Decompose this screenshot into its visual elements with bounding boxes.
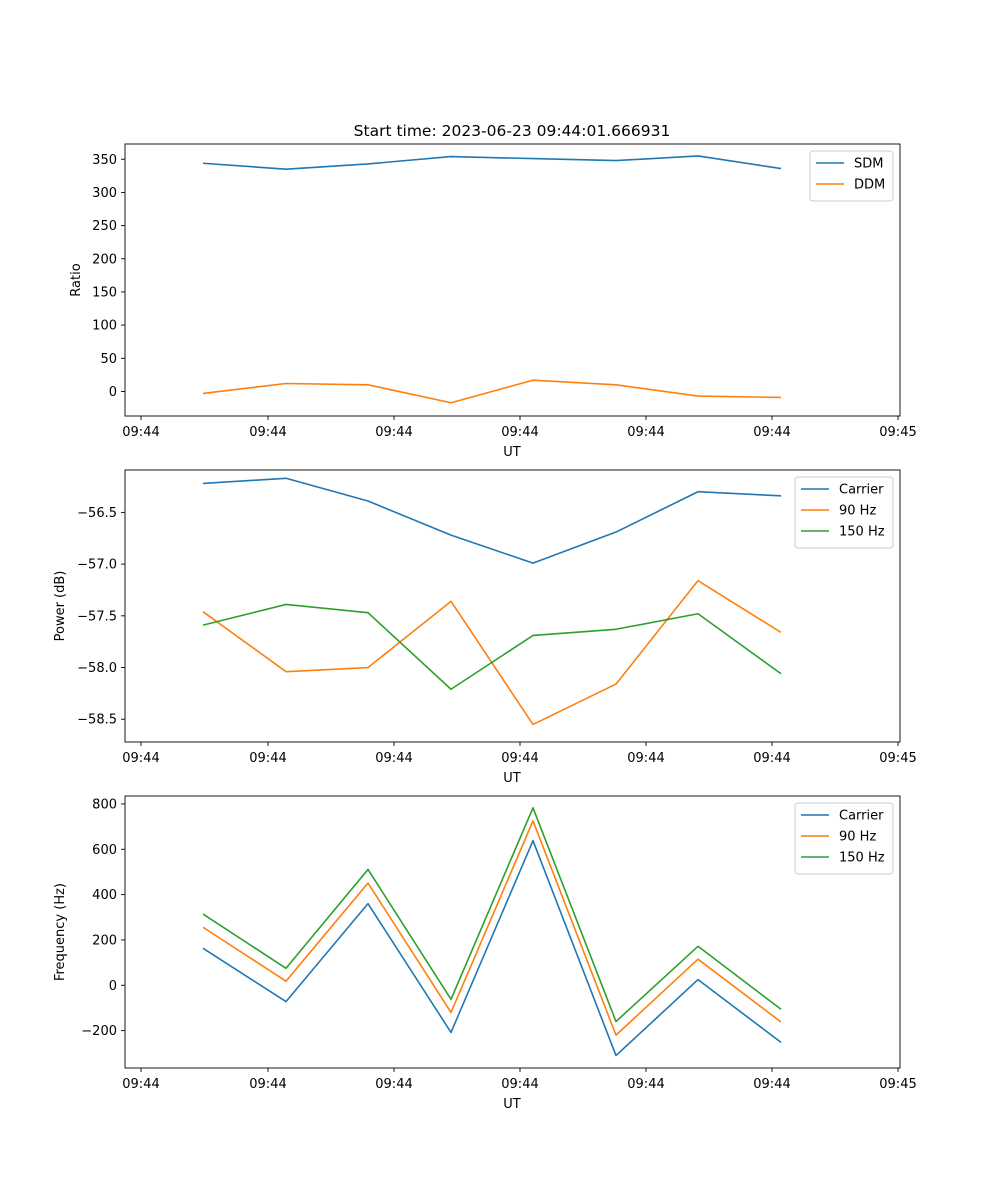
series-line-90-hz bbox=[202, 579, 782, 726]
series-line-ddm bbox=[202, 379, 782, 404]
x-tick-label: 09:44 bbox=[249, 425, 286, 440]
x-axis-label: UT bbox=[503, 771, 521, 786]
x-axis-label: UT bbox=[503, 1097, 521, 1112]
x-tick-label: 09:44 bbox=[753, 425, 790, 440]
x-tick-label: 09:44 bbox=[501, 1077, 538, 1092]
x-tick-label: 09:44 bbox=[375, 425, 412, 440]
y-tick-label: 300 bbox=[92, 186, 117, 201]
x-tick-label: 09:44 bbox=[122, 1077, 159, 1092]
y-axis-label: Ratio bbox=[69, 263, 84, 296]
x-tick-label: 09:44 bbox=[627, 751, 664, 766]
y-tick-label: 350 bbox=[92, 153, 117, 168]
legend-label: Carrier bbox=[839, 809, 884, 824]
plot-area-1 bbox=[124, 143, 901, 417]
x-tick-label: 09:45 bbox=[879, 751, 916, 766]
y-axis-label: Frequency (Hz) bbox=[53, 883, 68, 981]
legend-label: 90 Hz bbox=[839, 830, 876, 845]
series-line-sdm bbox=[202, 155, 782, 171]
y-axis-label: Power (dB) bbox=[53, 571, 68, 642]
y-tick-label: 50 bbox=[100, 352, 117, 367]
legend-label: SDM bbox=[854, 157, 883, 172]
legend-label: 150 Hz bbox=[839, 851, 885, 866]
y-tick-label: −58.5 bbox=[77, 713, 117, 728]
y-tick-label: 0 bbox=[109, 385, 117, 400]
x-tick-label: 09:44 bbox=[501, 425, 538, 440]
y-tick-label: 800 bbox=[92, 797, 117, 812]
y-tick-label: 200 bbox=[92, 252, 117, 267]
y-tick-label: −57.0 bbox=[77, 558, 117, 573]
legend-label: Carrier bbox=[839, 483, 884, 498]
x-tick-label: 09:45 bbox=[879, 425, 916, 440]
x-tick-label: 09:44 bbox=[501, 751, 538, 766]
series-line-carrier bbox=[202, 477, 782, 564]
x-tick-label: 09:44 bbox=[122, 425, 159, 440]
series-line-150-hz bbox=[202, 806, 782, 1023]
legend-label: DDM bbox=[854, 178, 885, 193]
legend-label: 90 Hz bbox=[839, 504, 876, 519]
series-line-150-hz bbox=[202, 603, 782, 691]
x-tick-label: 09:44 bbox=[375, 1077, 412, 1092]
x-tick-label: 09:44 bbox=[753, 751, 790, 766]
y-tick-label: −58.0 bbox=[77, 661, 117, 676]
x-tick-label: 09:44 bbox=[249, 751, 286, 766]
y-tick-label: 400 bbox=[92, 888, 117, 903]
x-tick-label: 09:44 bbox=[627, 1077, 664, 1092]
series-line-90-hz bbox=[202, 820, 782, 1036]
y-tick-label: 600 bbox=[92, 843, 117, 858]
y-tick-label: 100 bbox=[92, 319, 117, 334]
y-tick-label: −200 bbox=[81, 1024, 117, 1039]
x-tick-label: 09:44 bbox=[249, 1077, 286, 1092]
x-tick-label: 09:45 bbox=[879, 1077, 916, 1092]
legend-label: 150 Hz bbox=[839, 525, 885, 540]
y-tick-label: 150 bbox=[92, 285, 117, 300]
chart-title: Start time: 2023-06-23 09:44:01.666931 bbox=[354, 122, 671, 140]
y-tick-label: 200 bbox=[92, 933, 117, 948]
y-tick-label: 0 bbox=[109, 979, 117, 994]
y-tick-label: 250 bbox=[92, 219, 117, 234]
x-tick-label: 09:44 bbox=[122, 751, 159, 766]
x-tick-label: 09:44 bbox=[375, 751, 412, 766]
x-tick-label: 09:44 bbox=[753, 1077, 790, 1092]
series-line-carrier bbox=[202, 839, 782, 1057]
plot-area-2 bbox=[124, 469, 901, 743]
x-axis-label: UT bbox=[503, 445, 521, 460]
y-tick-label: −57.5 bbox=[77, 609, 117, 624]
y-tick-label: −56.5 bbox=[77, 506, 117, 521]
x-tick-label: 09:44 bbox=[627, 425, 664, 440]
plot-area-3 bbox=[124, 795, 901, 1069]
